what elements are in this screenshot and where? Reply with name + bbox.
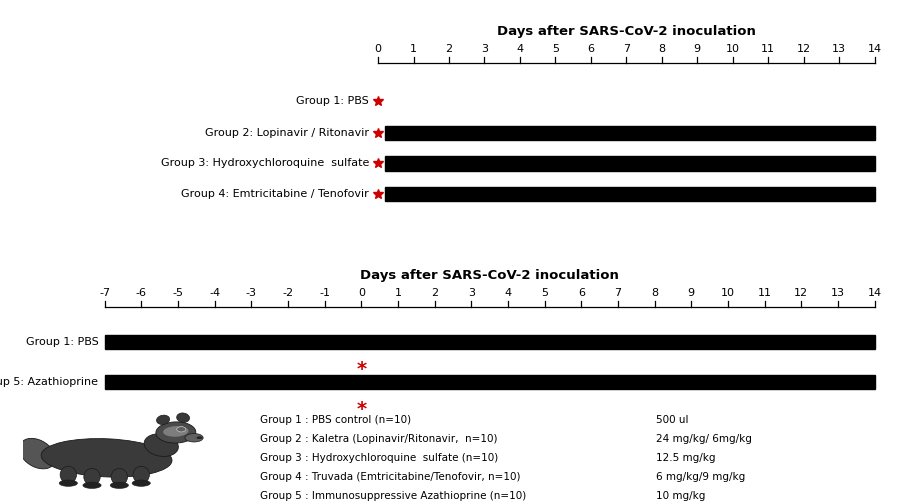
Text: Group 5: Azathioprine: Group 5: Azathioprine — [0, 377, 98, 387]
Ellipse shape — [19, 439, 56, 469]
Text: 6 mg/kg/9 mg/kg: 6 mg/kg/9 mg/kg — [656, 472, 745, 482]
Text: 6: 6 — [578, 288, 585, 298]
Text: 8: 8 — [659, 44, 665, 54]
Text: 4: 4 — [517, 44, 524, 54]
Text: -7: -7 — [99, 288, 110, 298]
Text: *: * — [356, 400, 366, 420]
Text: 6: 6 — [588, 44, 594, 54]
Text: 9: 9 — [693, 44, 701, 54]
Text: -3: -3 — [246, 288, 257, 298]
Ellipse shape — [163, 426, 189, 437]
Text: 3: 3 — [468, 288, 475, 298]
Ellipse shape — [83, 482, 101, 488]
Text: 500 ul: 500 ul — [656, 415, 689, 425]
Text: 8: 8 — [651, 288, 658, 298]
Circle shape — [177, 427, 186, 432]
Ellipse shape — [60, 466, 77, 483]
Ellipse shape — [84, 468, 100, 485]
Text: 11: 11 — [758, 288, 772, 298]
Text: 4: 4 — [505, 288, 512, 298]
Text: 1: 1 — [410, 44, 417, 54]
Text: 0: 0 — [358, 288, 365, 298]
Text: 9: 9 — [688, 288, 695, 298]
Ellipse shape — [177, 413, 189, 423]
Text: -1: -1 — [319, 288, 330, 298]
Text: -5: -5 — [172, 288, 184, 298]
Text: 5: 5 — [541, 288, 548, 298]
Text: 11: 11 — [762, 44, 775, 54]
Text: *: * — [356, 360, 366, 379]
Text: Group 5 : Immunosuppressive Azathioprine (n=10): Group 5 : Immunosuppressive Azathioprine… — [260, 491, 526, 501]
Ellipse shape — [111, 468, 128, 485]
Text: Group 4: Emtricitabine / Tenofovir: Group 4: Emtricitabine / Tenofovir — [181, 189, 369, 199]
Text: Group 1: PBS: Group 1: PBS — [296, 96, 369, 106]
Ellipse shape — [157, 415, 169, 425]
Ellipse shape — [156, 422, 196, 443]
Text: Group 2: Lopinavir / Ritonavir: Group 2: Lopinavir / Ritonavir — [205, 128, 369, 138]
Text: 12.5 mg/kg: 12.5 mg/kg — [656, 453, 715, 463]
Text: 14: 14 — [867, 44, 882, 54]
Text: 13: 13 — [831, 288, 844, 298]
Ellipse shape — [185, 434, 203, 442]
Text: 12: 12 — [796, 44, 811, 54]
Text: 5: 5 — [552, 44, 558, 54]
Text: 0: 0 — [374, 44, 382, 54]
Text: 2: 2 — [431, 288, 438, 298]
Text: 7: 7 — [614, 288, 621, 298]
Text: Group 1 : PBS control (n=10): Group 1 : PBS control (n=10) — [260, 415, 411, 425]
Text: Group 3: Hydroxychloroquine  sulfate: Group 3: Hydroxychloroquine sulfate — [160, 158, 369, 169]
Text: Days after SARS-CoV-2 inoculation: Days after SARS-CoV-2 inoculation — [360, 269, 619, 282]
Ellipse shape — [59, 480, 77, 486]
Text: -6: -6 — [136, 288, 147, 298]
Text: 14: 14 — [867, 288, 882, 298]
Text: 13: 13 — [832, 44, 846, 54]
Text: 10 mg/kg: 10 mg/kg — [656, 491, 705, 501]
Ellipse shape — [197, 437, 202, 439]
Text: 10: 10 — [721, 288, 735, 298]
Text: 2: 2 — [445, 44, 453, 54]
Text: 1: 1 — [394, 288, 402, 298]
Text: -2: -2 — [282, 288, 293, 298]
Ellipse shape — [41, 439, 172, 477]
Text: Group 3 : Hydroxychloroquine  sulfate (n=10): Group 3 : Hydroxychloroquine sulfate (n=… — [260, 453, 498, 463]
Text: 7: 7 — [623, 44, 630, 54]
Text: Group 2 : Kaletra (Lopinavir/Ritonavir,  n=10): Group 2 : Kaletra (Lopinavir/Ritonavir, … — [260, 434, 497, 444]
Ellipse shape — [144, 434, 179, 456]
Ellipse shape — [132, 480, 150, 486]
Text: 24 mg/kg/ 6mg/kg: 24 mg/kg/ 6mg/kg — [656, 434, 752, 444]
Text: 12: 12 — [794, 288, 808, 298]
Text: Group 1: PBS: Group 1: PBS — [26, 337, 98, 347]
Text: -4: -4 — [210, 288, 220, 298]
Text: 10: 10 — [726, 44, 740, 54]
Ellipse shape — [133, 466, 149, 483]
Text: Group 4 : Truvada (Emtricitabine/Tenofovir, n=10): Group 4 : Truvada (Emtricitabine/Tenofov… — [260, 472, 520, 482]
Text: 3: 3 — [481, 44, 488, 54]
Ellipse shape — [110, 482, 128, 488]
Text: Days after SARS-CoV-2 inoculation: Days after SARS-CoV-2 inoculation — [496, 25, 756, 38]
